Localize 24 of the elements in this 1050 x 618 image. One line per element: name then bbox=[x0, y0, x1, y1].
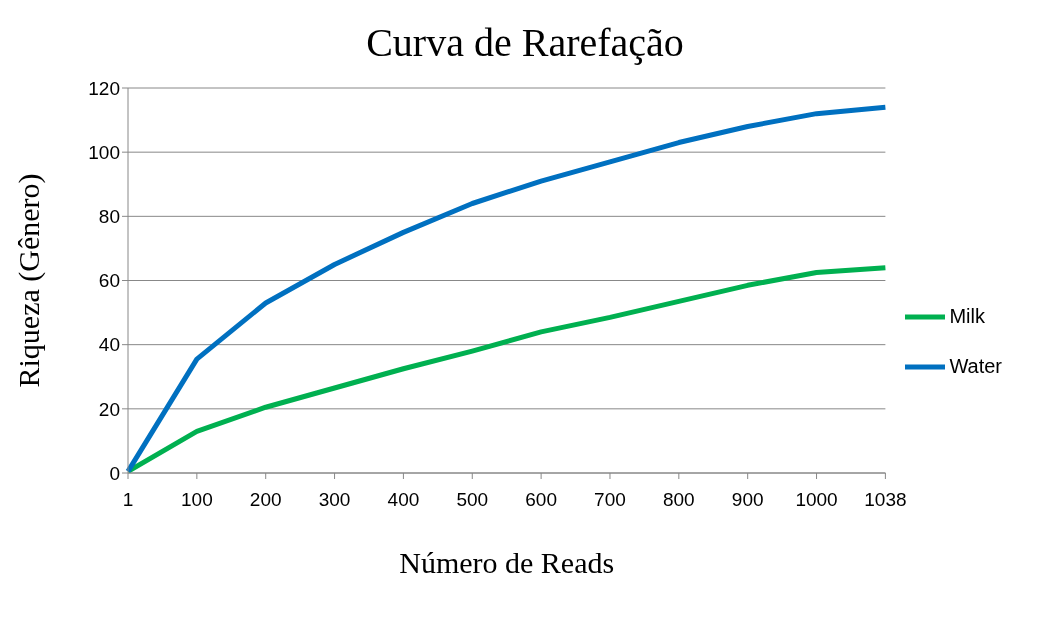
x-tick-label: 700 bbox=[594, 489, 626, 511]
y-axis-title: Riqueza (Gênero) bbox=[11, 173, 46, 388]
legend-label: Water bbox=[949, 354, 1002, 377]
x-tick-label: 600 bbox=[525, 489, 557, 511]
y-tick-label: 100 bbox=[88, 141, 120, 163]
legend-label: Milk bbox=[949, 304, 985, 327]
x-tick-label: 1000 bbox=[795, 489, 838, 511]
y-tick-label: 40 bbox=[98, 334, 120, 356]
y-tick-label: 60 bbox=[98, 270, 120, 292]
x-tick-label: 500 bbox=[456, 489, 489, 511]
x-tick-label: 1038 bbox=[864, 489, 907, 511]
y-tick-label: 0 bbox=[109, 462, 120, 484]
x-tick-label: 100 bbox=[181, 489, 213, 511]
y-tick-label: 120 bbox=[88, 77, 120, 99]
y-tick-label: 80 bbox=[98, 206, 120, 228]
x-tick-label: 400 bbox=[387, 489, 420, 511]
chart-title: Curva de Rarefação bbox=[365, 19, 685, 67]
x-tick-label: 200 bbox=[249, 489, 282, 511]
x-tick-label: 1 bbox=[122, 489, 134, 511]
y-tick-label: 20 bbox=[98, 398, 120, 420]
x-tick-label: 300 bbox=[318, 489, 351, 511]
x-tick-label: 800 bbox=[662, 489, 695, 511]
x-axis-title: Número de Reads bbox=[399, 546, 615, 579]
x-tick-label: 900 bbox=[731, 489, 764, 511]
